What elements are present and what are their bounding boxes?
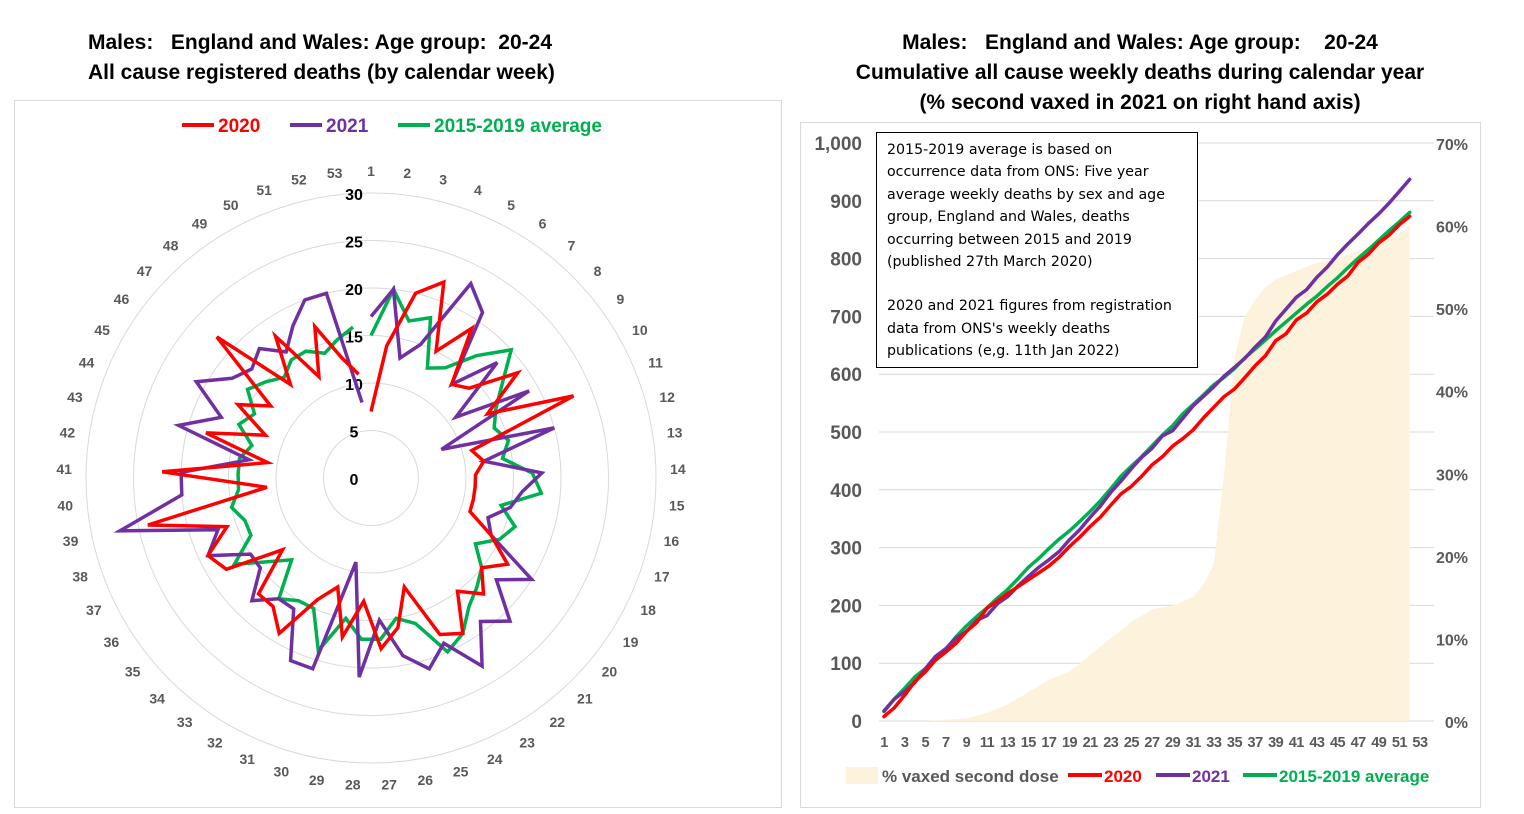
left-chart-title: Males: England and Wales: Age group: 20-… [88,28,555,88]
source-note-para1: 2015-2019 average is based on occurrence… [887,142,1165,271]
left-title-line1: Males: England and Wales: Age group: 20-… [88,31,553,54]
right-title-line3: (% second vaxed in 2021 on right hand ax… [919,91,1361,114]
right-title-line1: Males: England and Wales: Age group: 20-… [902,31,1378,54]
left-title-line2: All cause registered deaths (by calendar… [88,61,555,84]
right-chart-title: Males: England and Wales: Age group: 20-… [800,28,1480,118]
source-note-box: 2015-2019 average is based on occurrence… [876,132,1198,368]
right-title-line2: Cumulative all cause weekly deaths durin… [855,61,1425,84]
source-note-para2: 2020 and 2021 figures from registration … [887,298,1172,360]
radar-chart-area [14,100,782,808]
